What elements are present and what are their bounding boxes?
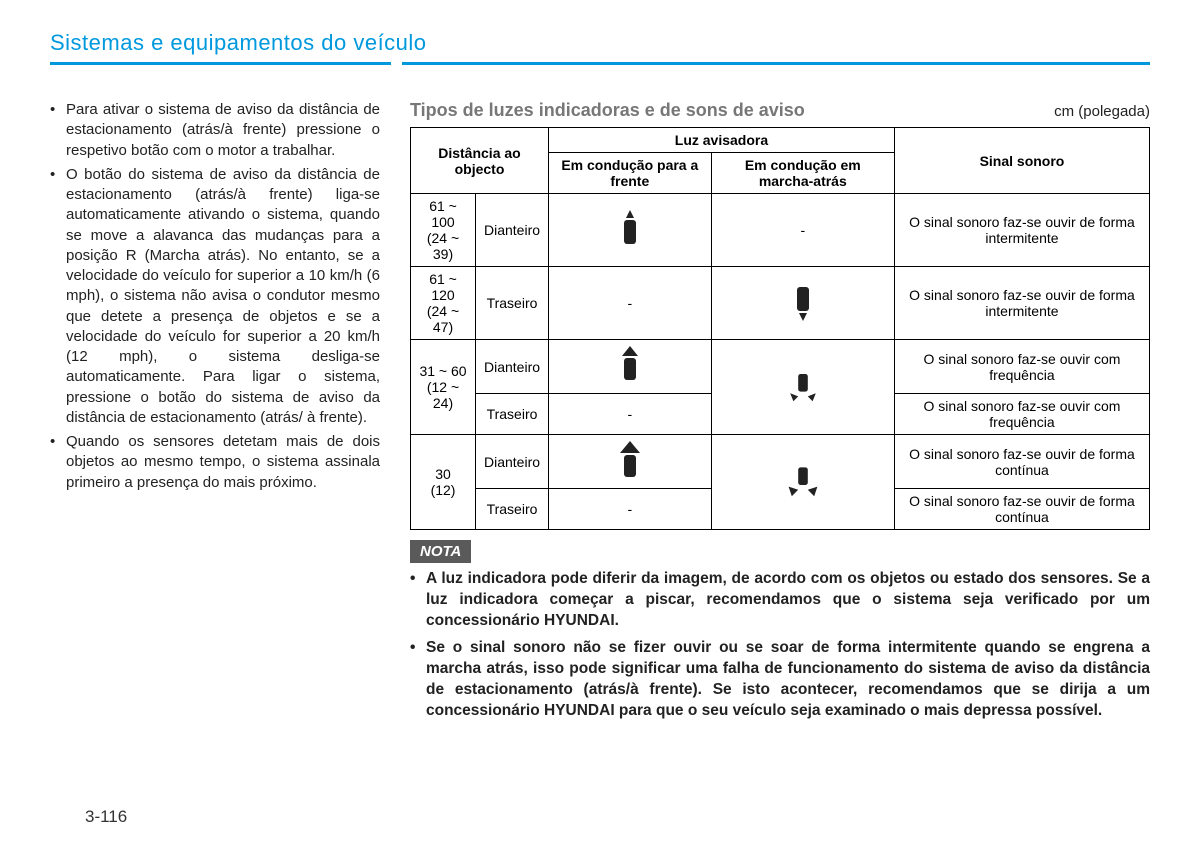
instruction-list: Para ativar o sistema de aviso da distân… — [50, 100, 380, 493]
th-forward: Em condução para a frente — [548, 153, 711, 194]
car-front-sensor-icon — [614, 439, 646, 481]
nota-list: A luz indicadora pode diferir da imagem,… — [410, 569, 1150, 721]
td-sound: O sinal sonoro faz-se ouvir de forma int… — [894, 194, 1149, 267]
td-pos: Dianteiro — [476, 340, 549, 394]
right-column: Tipos de luzes indicadoras e de sons de … — [410, 100, 1150, 727]
car-front-sensor-icon — [614, 208, 646, 250]
td-dist: 61 ~ 100 (24 ~ 39) — [411, 194, 476, 267]
page-number: 3-116 — [85, 807, 127, 827]
section-title: Tipos de luzes indicadoras e de sons de … — [410, 100, 805, 121]
page-header: Sistemas e equipamentos do veículo — [50, 30, 1150, 65]
content-area: Para ativar o sistema de aviso da distân… — [50, 100, 1150, 727]
td-pos: Traseiro — [476, 394, 549, 435]
td-pos: Traseiro — [476, 267, 549, 340]
car-front-sensor-icon — [614, 344, 646, 386]
td-fwd: - — [548, 489, 711, 530]
td-pos: Traseiro — [476, 489, 549, 530]
td-pos: Dianteiro — [476, 435, 549, 489]
td-sound: O sinal sonoro faz-se ouvir de forma int… — [894, 267, 1149, 340]
td-rev — [711, 435, 894, 530]
td-sound: O sinal sonoro faz-se ouvir de forma con… — [894, 435, 1149, 489]
td-fwd: - — [548, 267, 711, 340]
th-reverse: Em condução em marcha-atrás — [711, 153, 894, 194]
td-dist: 31 ~ 60 (12 ~ 24) — [411, 340, 476, 435]
td-pos: Dianteiro — [476, 194, 549, 267]
td-fwd — [548, 194, 711, 267]
list-item: Quando os sensores detetam mais de dois … — [50, 432, 380, 493]
td-fwd — [548, 340, 711, 394]
nota-badge: NOTA — [410, 540, 471, 563]
nota-item: A luz indicadora pode diferir da imagem,… — [410, 569, 1150, 632]
car-rear-sensor-icon — [787, 281, 819, 323]
left-column: Para ativar o sistema de aviso da distân… — [50, 100, 380, 727]
header-divider — [50, 62, 1150, 65]
indicator-table: Distância ao objecto Luz avisadora Sinal… — [410, 127, 1150, 530]
td-fwd — [548, 435, 711, 489]
td-rev — [711, 340, 894, 435]
list-item: Para ativar o sistema de aviso da distân… — [50, 100, 380, 161]
unit-label: cm (polegada) — [1054, 103, 1150, 120]
td-rev — [711, 267, 894, 340]
car-rear-wide-sensor-icon — [787, 460, 819, 502]
header-title: Sistemas e equipamentos do veículo — [50, 30, 1150, 56]
td-dist: 30 (12) — [411, 435, 476, 530]
th-warning-light: Luz avisadora — [548, 128, 894, 153]
td-sound: O sinal sonoro faz-se ouvir de forma con… — [894, 489, 1149, 530]
td-dist: 61 ~ 120 (24 ~ 47) — [411, 267, 476, 340]
th-distance: Distância ao objecto — [411, 128, 549, 194]
section-header-row: Tipos de luzes indicadoras e de sons de … — [410, 100, 1150, 121]
td-fwd: - — [548, 394, 711, 435]
car-rear-wide-sensor-icon — [787, 365, 819, 407]
nota-item: Se o sinal sonoro não se fizer ouvir ou … — [410, 638, 1150, 722]
td-rev: - — [711, 194, 894, 267]
td-sound: O sinal sonoro faz-se ouvir com frequênc… — [894, 394, 1149, 435]
list-item: O botão do sistema de aviso da distância… — [50, 165, 380, 428]
th-sound: Sinal sonoro — [894, 128, 1149, 194]
td-sound: O sinal sonoro faz-se ouvir com frequênc… — [894, 340, 1149, 394]
